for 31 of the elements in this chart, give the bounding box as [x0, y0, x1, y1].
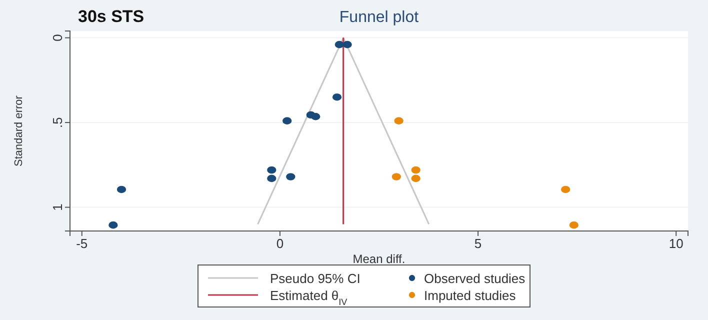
chart-title: Funnel plot — [339, 9, 420, 26]
x-tick-label: 0 — [276, 236, 284, 252]
point — [286, 173, 296, 180]
point — [116, 186, 126, 194]
legend-label: Estimated θ$_{IV}$ — [270, 288, 348, 307]
point — [282, 117, 292, 124]
point — [108, 221, 118, 229]
point — [334, 40, 344, 48]
point — [267, 166, 276, 174]
y-tick-label: 1 — [50, 204, 66, 211]
y-axis-title: Standard error — [13, 95, 25, 166]
x-tick-label: 5 — [474, 236, 482, 252]
y-tick-label: 0 — [50, 34, 66, 42]
point — [561, 186, 570, 194]
point — [569, 221, 578, 229]
x-tick-label: -5 — [76, 236, 88, 252]
point — [411, 174, 420, 182]
point — [394, 117, 404, 124]
legend-label: Imputed studies — [424, 288, 516, 303]
point — [392, 173, 401, 180]
y-tick-label: .5 — [50, 117, 66, 128]
x-tick-label: 10 — [668, 236, 684, 252]
x-axis-title: Mean diff. — [352, 252, 406, 266]
point — [267, 174, 276, 182]
point — [311, 112, 320, 120]
legend-label: Observed studies — [424, 271, 526, 286]
point — [342, 40, 352, 48]
text: 30s STS — [78, 7, 144, 26]
point — [332, 93, 342, 101]
legend-label: Pseudo 95% CI — [270, 271, 360, 286]
point — [411, 166, 420, 174]
